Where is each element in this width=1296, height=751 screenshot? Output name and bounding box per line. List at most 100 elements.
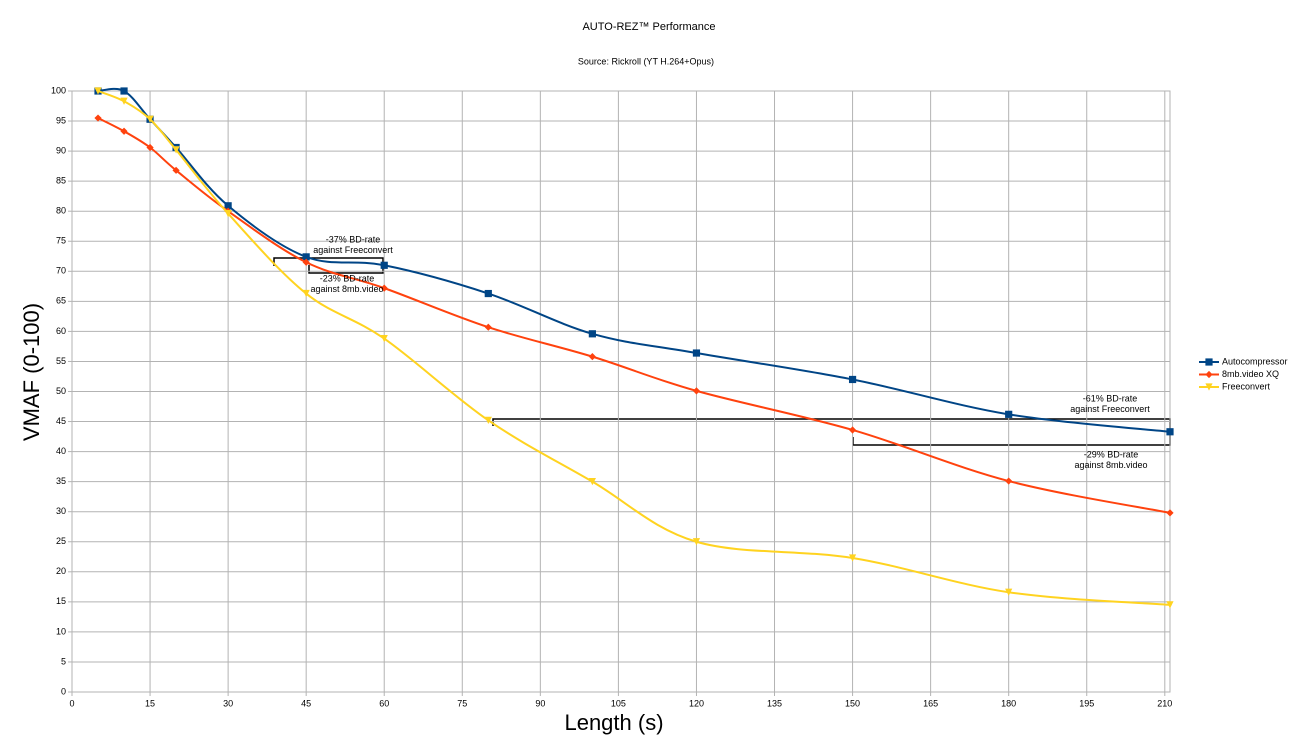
bracket bbox=[852, 432, 1171, 446]
bracket bbox=[308, 265, 384, 274]
x-tick-label: 195 bbox=[1079, 698, 1094, 708]
series-line bbox=[97, 90, 1171, 606]
marker bbox=[692, 387, 701, 395]
legend-label: Autocompressor bbox=[1222, 356, 1288, 366]
y-tick-label: 75 bbox=[56, 236, 66, 246]
series bbox=[94, 114, 1174, 517]
y-tick-label: 80 bbox=[56, 206, 66, 216]
marker bbox=[1166, 601, 1174, 609]
x-tick-label: 120 bbox=[689, 698, 704, 708]
marker bbox=[1005, 477, 1013, 485]
marker bbox=[302, 258, 310, 266]
y-tick-label: 45 bbox=[56, 416, 66, 426]
marker bbox=[120, 127, 128, 135]
brackets bbox=[273, 257, 1171, 446]
y-tick-label: 15 bbox=[56, 596, 66, 606]
marker bbox=[172, 166, 180, 174]
marker bbox=[848, 426, 857, 434]
y-tick-label: 100 bbox=[51, 85, 66, 95]
y-tick-label: 10 bbox=[56, 626, 66, 636]
legend-label: Freeconvert bbox=[1222, 381, 1271, 391]
x-tick-label: 0 bbox=[69, 698, 74, 708]
series-line bbox=[97, 117, 1171, 514]
annotation: against 8mb.video bbox=[310, 284, 383, 294]
x-tick-label: 45 bbox=[301, 698, 311, 708]
marker bbox=[146, 115, 154, 123]
marker bbox=[120, 87, 128, 95]
x-axis-title: Length (s) bbox=[564, 710, 663, 735]
x-tick-label: 15 bbox=[145, 698, 155, 708]
bracket bbox=[492, 418, 1171, 432]
series bbox=[94, 87, 1174, 436]
y-tick-label: 30 bbox=[56, 506, 66, 516]
y-tick-label: 85 bbox=[56, 176, 66, 186]
marker bbox=[848, 375, 857, 384]
marker bbox=[1205, 383, 1213, 391]
y-tick-label: 65 bbox=[56, 296, 66, 306]
x-tick-label: 75 bbox=[457, 698, 467, 708]
marker bbox=[146, 143, 154, 152]
x-tick-label: 135 bbox=[767, 698, 782, 708]
series bbox=[94, 87, 1174, 609]
x-tick-label: 150 bbox=[845, 698, 860, 708]
marker bbox=[484, 323, 492, 331]
marker bbox=[692, 349, 701, 357]
annotation: -61% BD-rate bbox=[1083, 393, 1138, 403]
legend-label: 8mb.video XQ bbox=[1222, 369, 1279, 379]
y-axis-title: VMAF (0-100) bbox=[19, 303, 44, 441]
marker bbox=[1166, 509, 1174, 517]
marker bbox=[848, 554, 857, 562]
y-tick-label: 5 bbox=[61, 656, 66, 666]
x-tick-label: 165 bbox=[923, 698, 938, 708]
annotation: against Freeconvert bbox=[313, 245, 393, 255]
annotation: -29% BD-rate bbox=[1084, 449, 1139, 459]
marker bbox=[380, 261, 388, 269]
annotation: against 8mb.video bbox=[1074, 460, 1147, 470]
y-tick-label: 55 bbox=[56, 356, 66, 366]
marker bbox=[588, 353, 596, 361]
y-tick-label: 50 bbox=[56, 386, 66, 396]
y-tick-label: 25 bbox=[56, 536, 66, 546]
y-tick-label: 70 bbox=[56, 266, 66, 276]
marker bbox=[484, 289, 492, 298]
plot-frame bbox=[71, 90, 1171, 693]
marker bbox=[380, 335, 388, 343]
marker bbox=[120, 97, 128, 105]
x-tick-label: 90 bbox=[535, 698, 545, 708]
marker bbox=[302, 253, 310, 261]
marker bbox=[484, 416, 492, 424]
y-tick-label: 35 bbox=[56, 476, 66, 486]
marker bbox=[94, 87, 102, 95]
y-tick-label: 95 bbox=[56, 115, 66, 125]
marker bbox=[380, 284, 388, 292]
marker bbox=[692, 538, 701, 546]
marker bbox=[172, 146, 180, 154]
y-tick-label: 90 bbox=[56, 145, 66, 155]
marker bbox=[1205, 370, 1213, 379]
marker bbox=[1005, 410, 1013, 418]
x-tick-label: 180 bbox=[1001, 698, 1016, 708]
chart-subtitle: Source: Rickroll (YT H.264+Opus) bbox=[578, 56, 714, 66]
marker bbox=[1205, 358, 1213, 366]
marker bbox=[224, 202, 232, 210]
annotation: against Freeconvert bbox=[1070, 404, 1150, 414]
marker bbox=[94, 114, 102, 122]
x-tick-label: 210 bbox=[1157, 698, 1172, 708]
chart-title: AUTO-REZ™ Performance bbox=[582, 21, 715, 33]
marker bbox=[224, 210, 232, 218]
annotation: -37% BD-rate bbox=[326, 234, 381, 244]
marker bbox=[588, 330, 596, 338]
y-tick-label: 60 bbox=[56, 326, 66, 336]
marker bbox=[588, 478, 596, 486]
marker bbox=[1166, 428, 1174, 436]
x-tick-label: 60 bbox=[379, 698, 389, 708]
y-tick-label: 40 bbox=[56, 446, 66, 456]
series-line bbox=[97, 87, 1171, 433]
y-tick-label: 20 bbox=[56, 566, 66, 576]
marker bbox=[1005, 588, 1013, 596]
y-tick-label: 0 bbox=[61, 686, 66, 696]
grid bbox=[68, 90, 1170, 696]
x-tick-label: 30 bbox=[223, 698, 233, 708]
marker bbox=[302, 289, 310, 298]
